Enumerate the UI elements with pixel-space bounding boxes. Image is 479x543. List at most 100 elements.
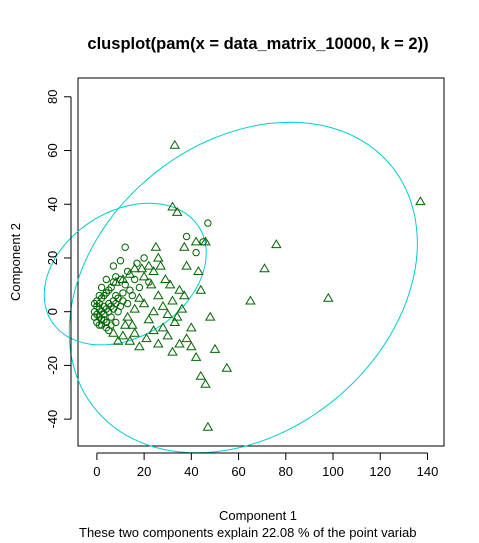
cluster-1-point (121, 281, 129, 289)
cluster-2-point (171, 311, 183, 321)
x-tick-label: 120 (369, 464, 391, 479)
cluster-2-point (155, 260, 166, 270)
cluster-2-point (138, 271, 150, 281)
cluster-2-point (148, 306, 159, 316)
cluster-2-point (167, 201, 178, 211)
x-axis-label: Component 1 (219, 508, 297, 523)
cluster-2-point (117, 330, 129, 340)
cluster-2-point (169, 317, 181, 326)
y-tick-label: 80 (45, 90, 60, 104)
cluster-2-point (193, 266, 204, 275)
x-tick-label: 100 (322, 464, 344, 479)
cluster-2-point (167, 295, 178, 305)
cluster-2-point (174, 284, 185, 294)
y-axis-label: Component 2 (8, 223, 23, 301)
cluster-1-point (128, 291, 137, 300)
cluster-2-point (171, 206, 183, 216)
x-axis: 0 20 40 60 80 100 120 140 (93, 452, 439, 479)
cluster-2-ellipse (68, 121, 418, 454)
cluster-1-point (133, 259, 141, 267)
cluster-2-point (119, 319, 131, 329)
cluster-2-point (186, 322, 197, 332)
cluster-2-point (202, 421, 214, 431)
cluster-2-point (129, 263, 140, 273)
cluster-2-point (160, 274, 171, 283)
x-tick-label: 80 (279, 464, 293, 479)
y-axis: -40 -20 0 20 40 60 80 (45, 90, 72, 429)
cluster-2-point (245, 295, 256, 305)
x-tick-label: 60 (231, 464, 245, 479)
y-tick-label: 20 (45, 251, 60, 265)
cluster-2-point (195, 370, 207, 380)
y-tick-label: 60 (45, 143, 60, 157)
cluster-1-point (116, 257, 125, 265)
cluster-2-point (164, 279, 176, 289)
cluster-2-point (204, 311, 216, 321)
cluster-2-point (167, 346, 178, 356)
cluster-1-point (140, 254, 148, 262)
x-tick-label: 0 (93, 464, 100, 479)
cluster-2-point (134, 341, 145, 351)
cluster-2-point (117, 274, 129, 283)
x-tick-label: 20 (137, 464, 151, 479)
cluster-1-point (182, 232, 191, 241)
cluster-1-point (121, 243, 129, 251)
cluster-2-point (153, 290, 164, 300)
cluster-2-point (179, 241, 190, 251)
y-tick-label: -40 (45, 410, 60, 429)
cluster-2-point (108, 327, 119, 337)
cluster-2-point (259, 263, 270, 273)
cluster-1-point (102, 275, 111, 284)
cluster-2-point (162, 309, 173, 318)
cluster-2-point (190, 352, 202, 361)
cluster-2-point (143, 314, 155, 324)
cluster-2-point (136, 263, 148, 273)
cluster-2-point (415, 196, 426, 206)
chart-title: clusplot(pam(x = data_matrix_10000, k = … (87, 35, 428, 53)
cluster-1-point (119, 289, 127, 297)
cluster-2-point (169, 139, 181, 149)
cluster-ellipses (43, 121, 418, 454)
cluster-1-ellipse (43, 202, 207, 346)
cluster-2-point (127, 319, 138, 329)
cluster-2-point (153, 338, 164, 348)
cluster-1-point (192, 248, 200, 257)
cluster-2-point (186, 341, 197, 351)
cluster-2-point (157, 300, 169, 310)
cluster-2-point (138, 298, 150, 308)
cluster-1-point (95, 321, 104, 329)
cluster-2-point (195, 284, 207, 294)
cluster-1-point (131, 275, 139, 284)
cluster-2-point (148, 266, 159, 275)
y-tick-label: -20 (45, 356, 60, 375)
cluster-1-point (135, 283, 144, 292)
cluster-1-point (109, 262, 118, 270)
variance-explained-label: These two components explain 22.08 % of … (79, 525, 417, 540)
cluster-2-point (153, 252, 164, 262)
cluster-2-point (200, 378, 211, 388)
cluster-2-point (112, 335, 124, 345)
cluster-2-point (162, 330, 173, 340)
cluster-2-point (143, 260, 155, 270)
cluster-2-point (271, 239, 282, 249)
cluster-2-point (157, 322, 169, 332)
x-tick-label: 140 (417, 464, 439, 479)
x-tick-label: 40 (184, 464, 198, 479)
cluster-2-point (122, 311, 133, 321)
cluster-2-point (181, 260, 192, 270)
cluster-2-point (190, 236, 202, 246)
cluster-2-point (148, 325, 159, 335)
y-tick-label: 0 (45, 308, 60, 315)
cluster-2-point (145, 279, 157, 289)
cluster-2-point (174, 338, 185, 348)
cluster-1-point (100, 316, 108, 324)
cluster-2-point (110, 276, 122, 286)
cluster-2-point (209, 343, 221, 353)
cluster-1-point (95, 291, 104, 300)
cluster-2-point (221, 362, 233, 372)
cluster-2-point (150, 241, 162, 251)
cluster-2-point (176, 303, 188, 313)
cluster-2-point (181, 333, 192, 343)
plot-frame (77, 77, 445, 447)
